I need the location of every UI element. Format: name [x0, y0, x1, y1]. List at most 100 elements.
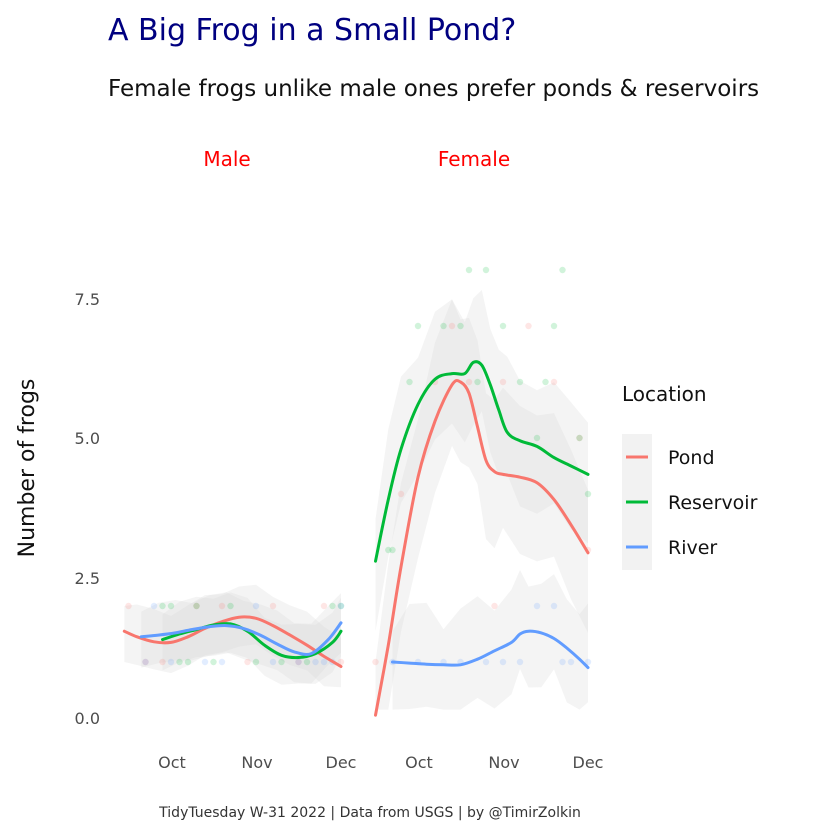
data-point-pond [337, 658, 345, 666]
data-point-river [201, 658, 209, 666]
data-point-pond [550, 378, 558, 386]
y-tick-label: 7.5 [75, 290, 100, 309]
legend-label-river: River [668, 537, 717, 559]
panel-female [372, 266, 592, 717]
data-point-reservoir [465, 266, 473, 274]
x-tick-label: Oct [405, 753, 433, 772]
data-point-reservoir [516, 378, 524, 386]
data-point-river [567, 658, 575, 666]
series-line-pond [122, 615, 343, 668]
panel-label-male: Male [203, 147, 250, 171]
data-point-pond [269, 602, 277, 610]
data-point-reservoir [550, 322, 558, 330]
confidence-band-river [141, 592, 341, 684]
data-point-pond [491, 602, 498, 610]
data-point-pond [159, 658, 166, 666]
data-point-river [499, 658, 507, 666]
data-point-reservoir [337, 602, 345, 610]
chart-subtitle: Female frogs unlike male ones prefer pon… [108, 76, 759, 102]
y-tick-label: 5.0 [75, 429, 100, 448]
data-point-reservoir [457, 322, 464, 330]
data-point-reservoir [210, 658, 217, 666]
data-point-reservoir [389, 546, 396, 554]
data-point-pond [244, 658, 251, 666]
chart-title: A Big Frog in a Small Pond? [108, 13, 516, 48]
data-point-pond [125, 602, 132, 610]
chart-caption: TidyTuesday W-31 2022 | Data from USGS |… [158, 805, 581, 821]
x-tick-label: Nov [241, 753, 272, 772]
data-point-river [320, 658, 328, 666]
data-point-river [584, 658, 592, 666]
data-point-river [269, 658, 277, 666]
confidence-band-river [392, 570, 588, 710]
data-point-reservoir [406, 378, 413, 386]
data-point-reservoir [252, 658, 260, 666]
y-tick-label: 0.0 [75, 709, 100, 728]
confidence-band-pond [124, 584, 341, 688]
data-point-river [218, 658, 226, 666]
data-point-river [550, 602, 558, 610]
data-point-reservoir [584, 490, 592, 498]
data-point-reservoir [303, 658, 311, 666]
data-point-reservoir [193, 602, 200, 610]
data-point-reservoir [278, 658, 285, 666]
confidence-band-pond [375, 299, 588, 710]
data-point-reservoir [542, 378, 549, 386]
legend-label-pond: Pond [668, 447, 715, 469]
legend-title: Location [622, 382, 707, 406]
data-point-reservoir [482, 266, 490, 274]
data-point-pond [576, 434, 583, 442]
data-point-reservoir [533, 434, 541, 442]
y-axis-label: Number of frogs [15, 379, 40, 558]
data-point-river [482, 658, 490, 666]
confidence-band-reservoir [375, 290, 588, 632]
data-point-pond [397, 490, 405, 498]
series-line-pond [374, 378, 590, 717]
data-point-river [516, 658, 524, 666]
data-point-pond [448, 322, 456, 330]
legend-label-reservoir: Reservoir [668, 492, 758, 514]
data-point-reservoir [559, 266, 566, 274]
data-point-pond [142, 658, 149, 666]
data-point-reservoir [184, 658, 192, 666]
data-point-pond [320, 602, 328, 610]
data-point-pond [372, 658, 379, 666]
data-point-reservoir [414, 322, 422, 330]
data-point-reservoir [474, 378, 481, 386]
data-point-pond [465, 378, 473, 386]
x-tick-label: Nov [488, 753, 519, 772]
data-point-river [337, 602, 345, 610]
confidence-band-reservoir [162, 592, 341, 685]
y-tick-label: 2.5 [75, 569, 100, 588]
data-point-reservoir [159, 602, 166, 610]
data-point-reservoir [385, 546, 392, 554]
series-line-reservoir [374, 360, 590, 563]
data-point-reservoir [576, 434, 583, 442]
x-tick-label: Oct [158, 753, 186, 772]
legend: Location Pond Reservoir River [622, 382, 758, 570]
data-point-pond [193, 602, 200, 610]
data-point-river [312, 658, 319, 666]
data-point-reservoir [499, 322, 507, 330]
data-point-river [295, 658, 302, 666]
x-tick-label: Dec [573, 753, 604, 772]
data-point-reservoir [329, 602, 336, 610]
data-point-pond [525, 322, 532, 330]
data-point-reservoir [167, 602, 175, 610]
panel-male [122, 584, 345, 688]
series-line-river [139, 621, 343, 656]
panel-label-female: Female [438, 147, 510, 171]
data-point-pond [295, 658, 302, 666]
data-point-river [559, 658, 566, 666]
data-point-pond [499, 378, 507, 386]
data-point-river [142, 658, 149, 666]
data-point-river [167, 658, 175, 666]
data-point-river [150, 602, 158, 610]
data-point-pond [218, 602, 226, 610]
data-point-reservoir [176, 658, 183, 666]
x-tick-label: Dec [326, 753, 357, 772]
data-point-reservoir [440, 322, 447, 330]
data-point-river [252, 602, 260, 610]
